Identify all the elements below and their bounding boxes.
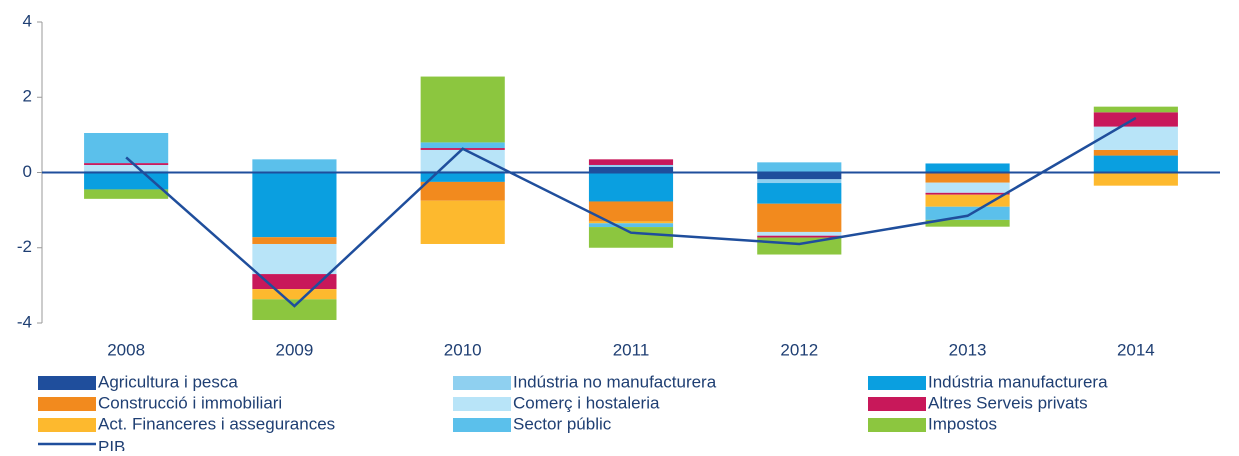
- bar-segment: [84, 164, 169, 171]
- bar-segment: [588, 166, 674, 173]
- legend-swatch: [38, 376, 96, 390]
- bar-segment: [588, 221, 674, 224]
- bar-segment: [1093, 126, 1178, 150]
- bar-segment: [757, 162, 842, 173]
- bar-segment: [252, 159, 337, 173]
- bar-segment: [757, 179, 842, 184]
- bar-segment: [925, 172, 1010, 183]
- bar-segment: [252, 172, 337, 238]
- bar-segment: [1093, 149, 1178, 156]
- bar-segment: [757, 235, 842, 238]
- y-tick-label: -4: [17, 312, 32, 331]
- bar-segment: [252, 237, 337, 244]
- legend-label: Sector públic: [513, 414, 612, 433]
- bar-segment: [1093, 112, 1178, 127]
- bar-segment: [757, 203, 842, 232]
- x-tick-label: 2009: [276, 340, 314, 359]
- bar-segment: [757, 231, 842, 236]
- pib-line: [125, 116, 1137, 308]
- legend-label: Altres Serveis privats: [928, 393, 1088, 412]
- legend-swatch: [868, 376, 926, 390]
- legend-swatch: [868, 397, 926, 411]
- bar-segment: [588, 227, 674, 248]
- bar-segment: [1093, 172, 1178, 186]
- bar-segment: [757, 183, 842, 204]
- legend-swatch: [38, 418, 96, 432]
- legend-swatch: [868, 418, 926, 432]
- bar-segment: [588, 172, 674, 202]
- bar-segment: [588, 201, 674, 222]
- legend-label: Impostos: [928, 414, 997, 433]
- legend-swatch: [453, 397, 511, 411]
- bar-segment: [84, 172, 169, 190]
- bar-segment: [588, 223, 674, 228]
- bar-segment: [925, 163, 1010, 173]
- bar-segment: [588, 164, 674, 167]
- legend-swatch: [453, 418, 511, 432]
- legend-label: Act. Financeres i assegurances: [98, 414, 335, 433]
- x-tick-label: 2010: [444, 340, 482, 359]
- legend-label: Indústria no manufacturera: [513, 372, 717, 391]
- bar-segment: [925, 182, 1010, 193]
- y-tick-label: 4: [23, 11, 32, 30]
- x-tick-label: 2012: [780, 340, 818, 359]
- y-tick-label: 0: [23, 162, 32, 181]
- bar-segment: [84, 189, 169, 199]
- bar-segment: [588, 159, 674, 165]
- bar-segment: [757, 172, 842, 180]
- bar-segment: [420, 76, 505, 143]
- bar-segment: [420, 200, 505, 244]
- bar-segment: [252, 243, 337, 275]
- legend-swatch: [453, 376, 511, 390]
- bar-segment: [1093, 155, 1178, 173]
- bar-segment: [925, 206, 1010, 220]
- legend-swatch: [38, 397, 96, 411]
- bar-segment: [420, 172, 505, 182]
- bar-segment: [925, 194, 1010, 207]
- legend-label: Indústria manufacturera: [928, 372, 1108, 391]
- x-tick-label: 2011: [613, 340, 650, 359]
- legend-label: Agricultura i pesca: [98, 372, 238, 391]
- bar-segment: [252, 289, 337, 300]
- x-tick-label: 2013: [949, 340, 987, 359]
- bar-segment: [420, 181, 505, 201]
- bar-segment: [420, 142, 505, 149]
- legend-label: Construcció i immobiliari: [98, 393, 282, 412]
- y-tick-label: 2: [23, 87, 32, 106]
- bar-segment: [252, 299, 337, 320]
- y-tick-label: -2: [17, 237, 32, 256]
- bar-segment: [925, 192, 1010, 195]
- bar-segment: [420, 149, 505, 171]
- legend-label: Comerç i hostaleria: [513, 393, 660, 412]
- x-tick-label: 2014: [1117, 340, 1155, 359]
- bar-segment: [1093, 106, 1178, 113]
- legend-label: PIB: [98, 437, 125, 451]
- bar-segment: [84, 163, 169, 165]
- bar-segment: [925, 219, 1010, 227]
- x-tick-label: 2008: [107, 340, 145, 359]
